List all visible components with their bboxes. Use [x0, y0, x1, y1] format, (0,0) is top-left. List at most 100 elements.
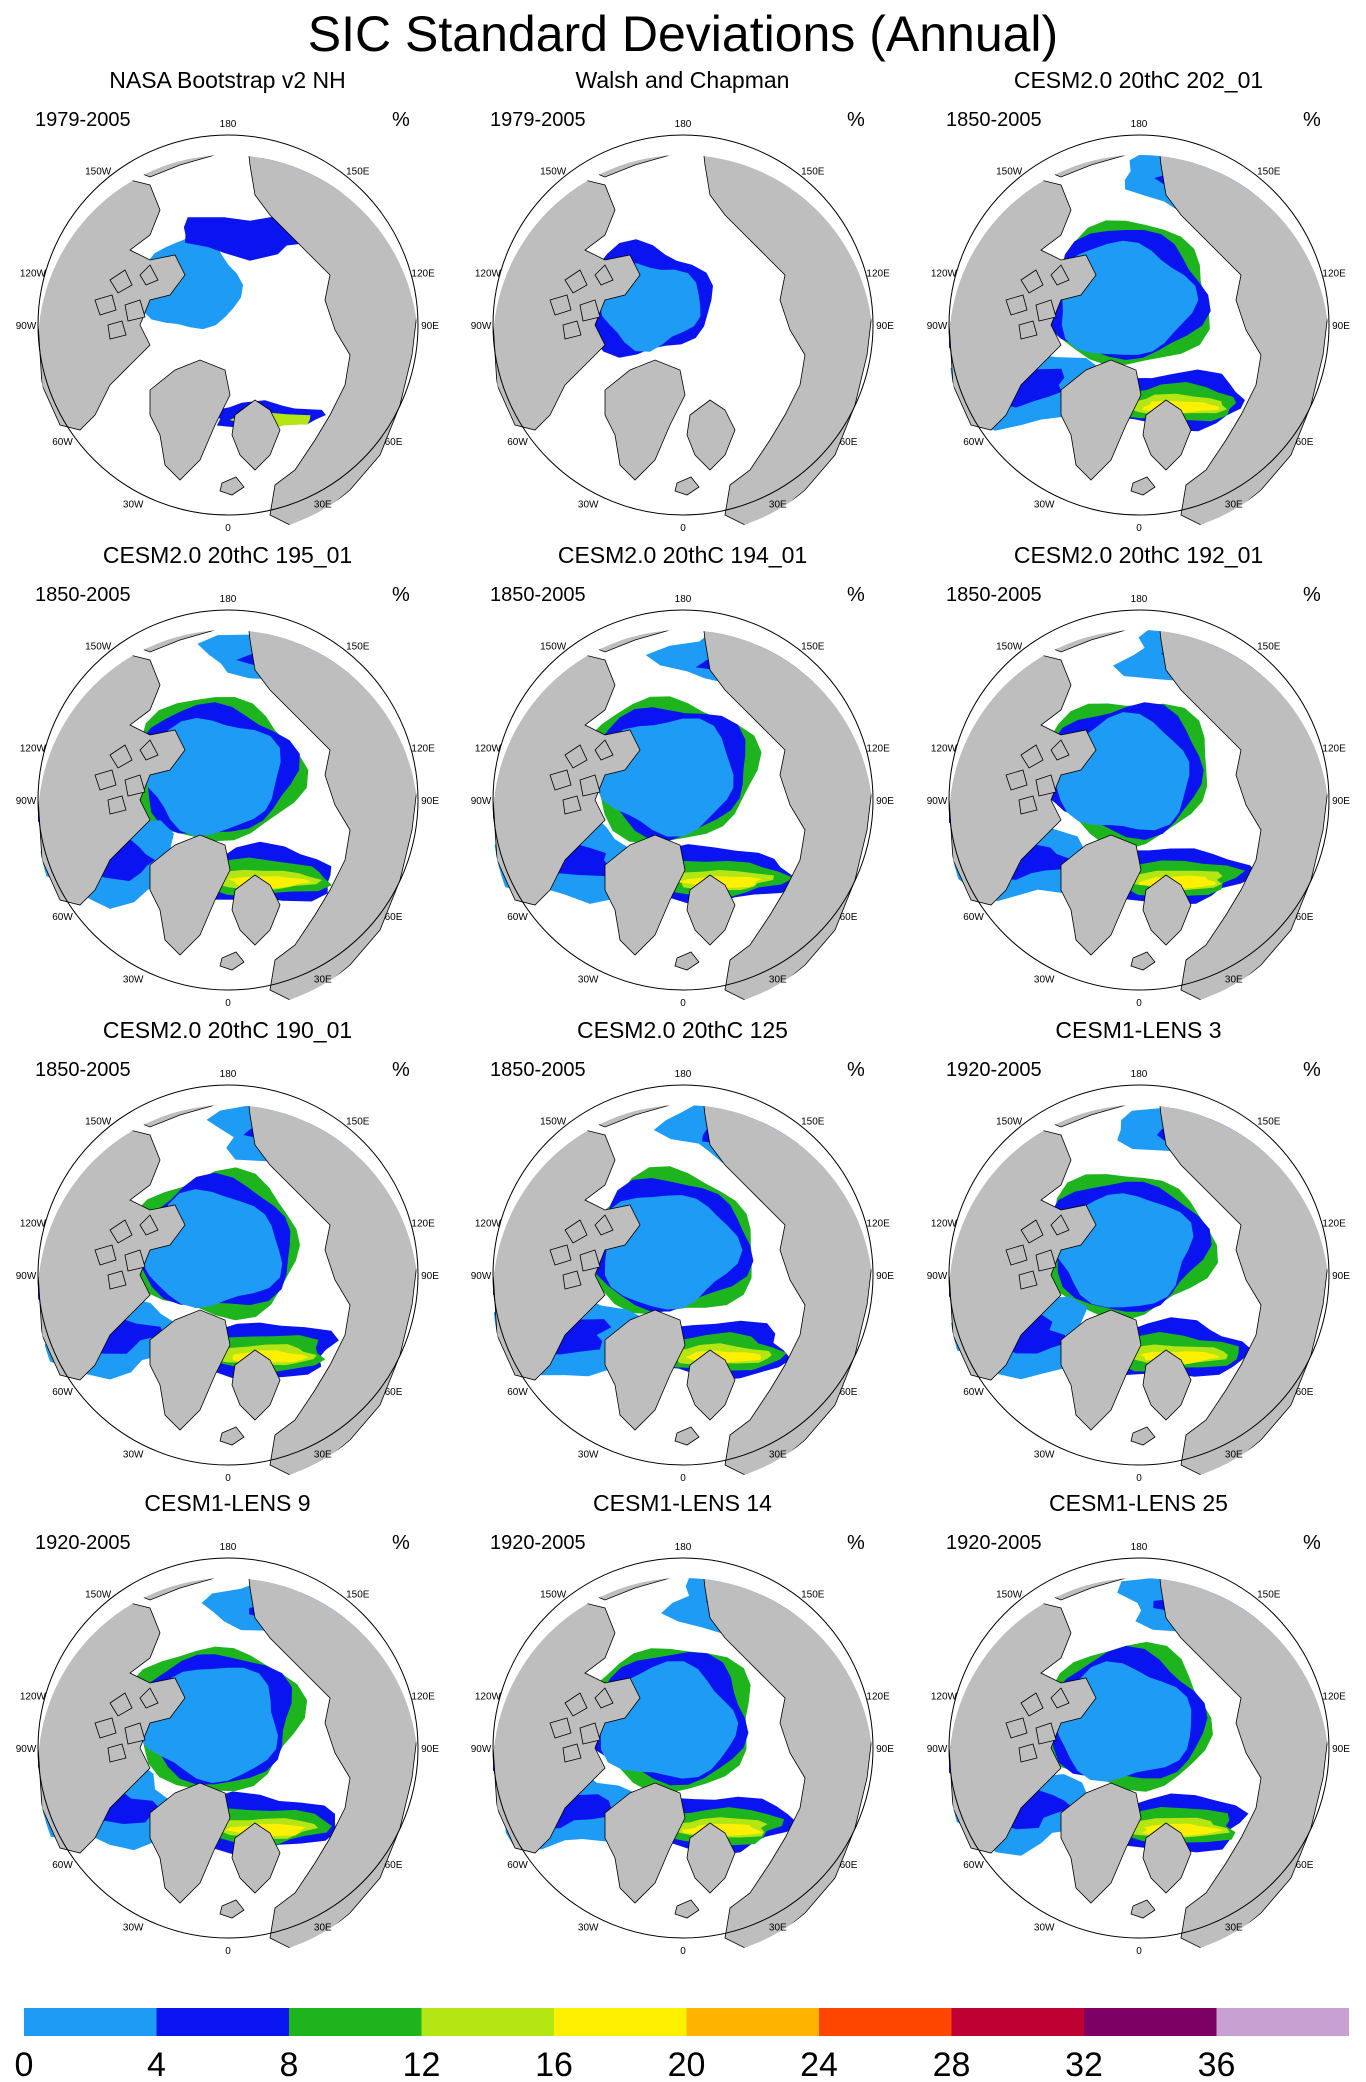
landmass	[1020, 1219, 1044, 1244]
landmass	[231, 1822, 281, 1894]
longitude-label: 60E	[840, 1860, 858, 1871]
map-boundary	[37, 1084, 419, 1466]
longitude-label: 60E	[385, 437, 403, 448]
landmass	[219, 1899, 245, 1919]
landmass	[594, 1687, 614, 1709]
longitude-label: 0	[680, 523, 686, 534]
longitude-label: 30W	[1034, 1922, 1055, 1933]
longitude-label: 60W	[507, 1387, 528, 1398]
longitude-label: 180	[220, 594, 237, 605]
landmass	[94, 1717, 117, 1739]
map-panel: CESM2.0 20thC 192_01 1850-2005% 180 150E 120…	[911, 540, 1366, 1015]
map-panel: CESM2.0 20thC 194_01 1850-2005% 180 150E 120…	[455, 540, 910, 1015]
panel-period: 1920-2005	[946, 1532, 1042, 1554]
longitude-label: 30E	[314, 499, 332, 510]
longitude-label: 60E	[1296, 1860, 1314, 1871]
map-boundary	[37, 1557, 419, 1939]
longitude-label: 30E	[1225, 1449, 1243, 1460]
panel-period: 1850-2005	[35, 584, 131, 606]
longitude-label: 60W	[963, 1387, 984, 1398]
landmass	[594, 264, 614, 286]
landmass	[139, 739, 159, 761]
landmass	[149, 1782, 231, 1904]
landmass	[594, 739, 614, 761]
map-boundary	[948, 1084, 1330, 1466]
panel-title: CESM2.0 20thC 125	[577, 1017, 788, 1043]
longitude-label: 0	[1136, 998, 1142, 1009]
landmass	[594, 1214, 614, 1236]
landmass	[139, 264, 159, 286]
longitude-label: 150E	[1257, 166, 1281, 177]
panel-title: CESM1-LENS 3	[1055, 1017, 1222, 1043]
landmass	[579, 299, 601, 322]
longitude-label: 30E	[769, 974, 787, 985]
longitude-label: 150E	[346, 1116, 370, 1127]
colorbar-swatch	[1216, 2008, 1349, 2036]
longitude-label: 120W	[931, 269, 958, 280]
longitude-label: 60E	[840, 912, 858, 923]
landmass	[686, 1822, 736, 1894]
longitude-label: 150W	[85, 1589, 112, 1600]
landmass	[1130, 1899, 1156, 1919]
longitude-label: 120E	[1322, 269, 1346, 280]
longitude-label: 150E	[1257, 641, 1281, 652]
panel-period: 1979-2005	[490, 109, 586, 131]
longitude-label: 30E	[769, 1449, 787, 1460]
landmass	[1130, 951, 1156, 971]
longitude-label: 0	[225, 1473, 231, 1484]
polar-map: 180 150E 120E 90E 60E 30E 0 30W 60W 90W 120W 150W	[927, 119, 1350, 535]
landmass	[579, 1249, 601, 1272]
landmass	[1142, 1822, 1192, 1894]
polar-map: 180 150E 120E 90E 60E 30E 0 30W 60W 90W 120W 150W	[471, 1542, 894, 1958]
longitude-label: 180	[1131, 1542, 1148, 1553]
landmass	[549, 1244, 572, 1266]
panel-unit: %	[1303, 109, 1321, 131]
landmass	[564, 1692, 588, 1717]
map-panel: CESM1-LENS 3 1920-2005% 180 150E 120E 90E 60E 3…	[911, 1015, 1366, 1490]
longitude-label: 30E	[1225, 974, 1243, 985]
colorbar-swatch	[421, 2008, 554, 2036]
map-boundary	[37, 609, 419, 991]
longitude-label: 150W	[85, 641, 112, 652]
landmass	[564, 1219, 588, 1244]
polar-map: 180 150E 120E 90E 60E 30E 0 30W 60W 90W 120W 150W	[927, 594, 1350, 1010]
longitude-label: 180	[1131, 1069, 1148, 1080]
longitude-label: 30W	[1034, 1449, 1055, 1460]
colorbar-label: 36	[1198, 2046, 1236, 2082]
longitude-label: 60E	[385, 912, 403, 923]
longitude-label: 90W	[927, 1744, 948, 1755]
longitude-label: 120E	[411, 1692, 435, 1703]
landmass	[139, 1687, 159, 1709]
longitude-label: 150E	[1257, 1116, 1281, 1127]
longitude-label: 90E	[876, 1744, 894, 1755]
polar-map: 180 150E 120E 90E 60E 30E 0 30W 60W 90W 120W 150W	[927, 1069, 1350, 1485]
landmass	[674, 951, 700, 971]
panel-unit: %	[392, 1059, 410, 1081]
panel-title: NASA Bootstrap v2 NH	[109, 67, 346, 93]
landmass	[686, 1349, 736, 1421]
panel-period: 1850-2005	[946, 584, 1042, 606]
colorbar-label: 16	[535, 2046, 573, 2082]
landmass	[562, 1743, 582, 1763]
landmass	[549, 769, 572, 791]
longitude-label: 60E	[1296, 912, 1314, 923]
longitude-label: 120W	[931, 1219, 958, 1230]
longitude-label: 180	[675, 1542, 692, 1553]
colorbar-swatch	[951, 2008, 1084, 2036]
longitude-label: 30W	[578, 1449, 599, 1460]
longitude-label: 0	[225, 998, 231, 1009]
longitude-label: 60W	[507, 1860, 528, 1871]
landmass	[1035, 1249, 1057, 1272]
longitude-label: 120E	[866, 269, 890, 280]
panel-title: CESM2.0 20thC 202_01	[1013, 67, 1264, 93]
longitude-label: 180	[675, 1069, 692, 1080]
longitude-label: 90E	[1332, 1271, 1350, 1282]
panel-unit: %	[847, 1532, 865, 1554]
panel-title: CESM1-LENS 9	[144, 1490, 311, 1516]
longitude-label: 30W	[578, 974, 599, 985]
landmass	[1142, 1349, 1192, 1421]
longitude-label: 180	[675, 594, 692, 605]
landmass	[1005, 1717, 1028, 1739]
panel-unit: %	[392, 109, 410, 131]
colorbar: 0 4 8 12 16 20 24 28 32 36	[15, 2008, 1349, 2082]
